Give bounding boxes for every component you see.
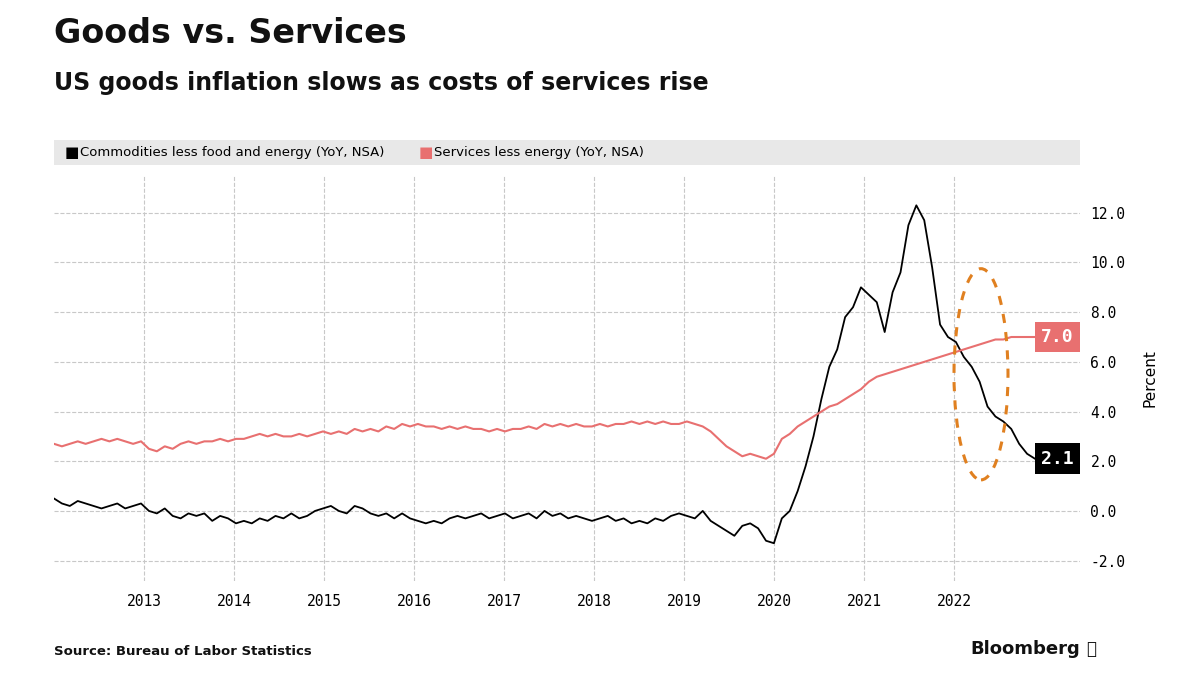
Text: Services less energy (YoY, NSA): Services less energy (YoY, NSA): [433, 146, 643, 159]
Text: US goods inflation slows as costs of services rise: US goods inflation slows as costs of ser…: [54, 71, 709, 95]
Text: Source: Bureau of Labor Statistics: Source: Bureau of Labor Statistics: [54, 645, 312, 658]
Text: ■: ■: [65, 145, 79, 160]
Text: 7.0: 7.0: [1042, 328, 1074, 346]
Text: Goods vs. Services: Goods vs. Services: [54, 17, 407, 50]
Text: Bloomberg: Bloomberg: [971, 640, 1080, 658]
Text: ■: ■: [419, 145, 433, 160]
Text: 2.1: 2.1: [1042, 450, 1074, 468]
Y-axis label: Percent: Percent: [1142, 349, 1157, 407]
Text: ⓑ: ⓑ: [1086, 640, 1096, 658]
Text: Commodities less food and energy (YoY, NSA): Commodities less food and energy (YoY, N…: [79, 146, 384, 159]
